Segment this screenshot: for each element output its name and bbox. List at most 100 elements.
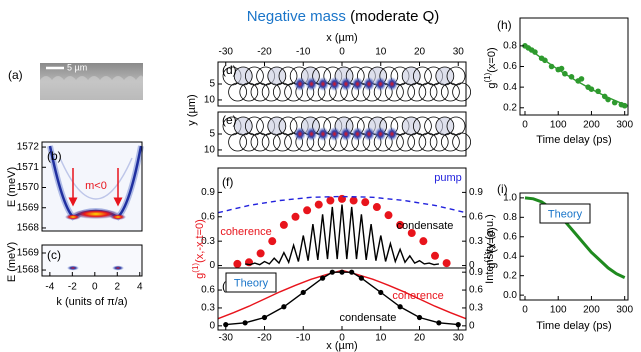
pillar	[401, 66, 421, 86]
x-tick-label: 100	[550, 305, 567, 316]
data-point	[349, 269, 355, 275]
annotation: Theory	[548, 208, 583, 220]
data-point	[279, 220, 288, 229]
intensity-spot	[374, 127, 387, 141]
data-point	[442, 259, 451, 268]
y-axis-label: g(1)(x=0)	[483, 227, 498, 268]
y-tick-label: 0.8	[503, 212, 517, 223]
y-tick-label: 1571	[17, 162, 40, 173]
condensate-spot	[72, 209, 120, 219]
sem-image: 5 µm	[40, 62, 143, 100]
y-tick-label: 0.4	[503, 251, 517, 262]
x-tick-label: 0	[92, 282, 98, 293]
x-tick-label: 2	[114, 282, 120, 293]
pillar	[401, 116, 421, 136]
dispersion-image	[42, 142, 144, 231]
intensity-spot	[351, 77, 364, 91]
x-tick-label: -10	[296, 333, 311, 344]
data-point	[303, 206, 312, 215]
intensity-spot	[317, 77, 329, 91]
y2-tick-label: 0.6	[469, 211, 483, 222]
series-line	[217, 195, 467, 214]
x-tick-label: -2	[68, 282, 77, 293]
pillar	[267, 116, 287, 136]
data-point	[320, 275, 326, 281]
axes-frame	[217, 167, 467, 269]
x-tick-label: 0	[522, 120, 528, 131]
axes-frame	[41, 244, 143, 277]
data-point	[223, 322, 229, 328]
intensity-spot	[305, 77, 318, 91]
series-line	[244, 204, 440, 266]
y-axis-label-rest: (x=0)	[486, 227, 498, 252]
x-axis-label: x (µm)	[326, 32, 357, 44]
y-tick-label: 0.6	[503, 61, 517, 72]
axes-frame	[519, 192, 629, 301]
y-axis-label-symbol: g	[486, 263, 498, 269]
x-axis-label: k (units of π/a)	[56, 296, 127, 308]
series-label: coherence	[220, 226, 271, 238]
data-point	[407, 229, 416, 238]
x-tick-label: 30	[453, 333, 465, 344]
condensate-spot	[67, 265, 79, 271]
y-tick-label: 5	[209, 79, 215, 90]
x-axis-label: x (µm)	[326, 340, 357, 352]
data-point	[419, 237, 428, 246]
y-tick-label: 1572	[17, 142, 40, 153]
scale-bar-label: 5 µm	[67, 62, 87, 72]
panel-label: (d)	[222, 63, 237, 77]
x-tick-label: 300	[616, 305, 633, 316]
x-tick-label: -4	[45, 282, 54, 293]
data-point	[431, 251, 439, 260]
y2-tick-label: 0.9	[469, 267, 483, 278]
pillar	[435, 116, 455, 136]
intensity-spot	[363, 127, 375, 141]
intensity-spot	[351, 127, 364, 141]
y-tick-label: 1568	[17, 265, 40, 276]
y2-tick-label: 0.6	[469, 285, 483, 296]
series-line	[524, 45, 625, 106]
x-tick-label: 200	[583, 120, 600, 131]
y-tick-label: 0.6	[503, 231, 517, 242]
data-point	[242, 320, 248, 326]
upper-band	[59, 157, 133, 200]
panel-label: (c)	[47, 248, 61, 262]
x-tick-label: 0	[339, 333, 345, 344]
figure-title: Negative mass (moderate Q)	[247, 8, 440, 25]
y-tick-label: 0.0	[503, 290, 517, 301]
data-point	[281, 304, 287, 310]
x-tick-label: -30	[219, 47, 234, 58]
y-tick-label: 0.4	[503, 82, 517, 93]
pillar	[267, 66, 287, 86]
intensity-spot	[340, 77, 352, 91]
x-tick-label: -20	[257, 47, 272, 58]
data-point	[233, 259, 242, 268]
annotation-box	[539, 203, 591, 224]
data-point	[378, 289, 384, 296]
panel-label: (h)	[497, 18, 512, 32]
x-tick-label: -10	[296, 47, 311, 58]
condensate-spot	[112, 265, 124, 271]
x-axis-label: Time delay (ps)	[536, 320, 611, 332]
y-axis-label: g(1)(x=0)	[483, 47, 498, 88]
y-tick-label: 1569	[17, 202, 40, 213]
data-point	[349, 196, 358, 205]
annotation: m<0	[85, 180, 107, 192]
y-tick-label: 1569	[17, 248, 40, 259]
y-tick-label: 0	[209, 260, 215, 271]
axes-frame	[41, 141, 143, 232]
series-label: condensate	[397, 220, 454, 232]
series-label: coherence	[392, 290, 443, 302]
pillar	[233, 66, 253, 86]
x-axis-label: Time delay (ps)	[536, 134, 611, 146]
dispersion-image-c	[42, 245, 142, 276]
x-tick-label: -30	[219, 333, 234, 344]
x-tick-label: -20	[257, 333, 272, 344]
pillar	[233, 116, 253, 136]
data-point	[548, 63, 555, 70]
y-tick-label: 0.8	[503, 41, 517, 52]
y2-tick-label: 0.3	[469, 236, 483, 247]
y2-tick-label: 0.3	[469, 303, 483, 314]
y2-axis-label: Intensity (a.u.)	[484, 214, 496, 284]
